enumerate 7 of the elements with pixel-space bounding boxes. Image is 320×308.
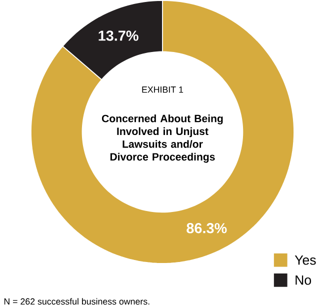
legend-label: No <box>296 275 312 285</box>
data-label: 13.7% <box>98 30 138 41</box>
data-label: 86.3% <box>186 222 227 234</box>
legend-label: Yes <box>294 255 316 265</box>
text: N = 262 successful business owners. <box>4 298 150 304</box>
text: Concerned About Being Involved in Unjust Lawsuits and/or Divorce Proceedings <box>102 114 223 163</box>
text: EXHIBIT 1 <box>142 86 184 93</box>
